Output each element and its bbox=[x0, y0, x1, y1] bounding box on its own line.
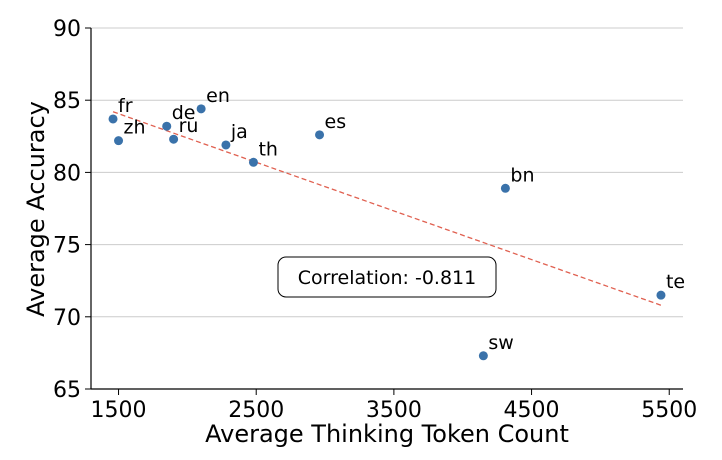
y-tick-label: 70 bbox=[53, 306, 81, 331]
annotation-box bbox=[277, 256, 497, 298]
point-label-es: es bbox=[325, 111, 347, 133]
annotation-text: Correlation: -0.811 bbox=[298, 267, 476, 289]
point-label-de: de bbox=[172, 102, 196, 124]
x-tick-label: 5500 bbox=[641, 398, 697, 423]
data-point-ru bbox=[169, 134, 179, 144]
data-point-ja bbox=[221, 140, 231, 150]
y-tick-label: 80 bbox=[53, 161, 81, 186]
point-label-te: te bbox=[666, 271, 685, 293]
data-point-fr bbox=[108, 114, 118, 124]
point-label-zh: zh bbox=[124, 117, 146, 139]
y-tick-label: 85 bbox=[53, 89, 81, 114]
x-tick-label: 1500 bbox=[91, 398, 147, 423]
data-points bbox=[108, 104, 666, 361]
x-tick-label: 2500 bbox=[228, 398, 284, 423]
x-axis-title: Average Thinking Token Count bbox=[205, 420, 569, 448]
point-label-sw: sw bbox=[488, 332, 513, 354]
data-point-th bbox=[248, 157, 258, 167]
x-tick-label: 3500 bbox=[366, 398, 422, 423]
point-label-bn: bn bbox=[510, 164, 534, 186]
point-label-fr: fr bbox=[118, 95, 133, 117]
data-point-te bbox=[656, 290, 666, 300]
point-label-th: th bbox=[258, 138, 278, 160]
correlation-annotation: Correlation: -0.811 bbox=[277, 256, 497, 298]
y-axis-title: Average Accuracy bbox=[22, 101, 50, 317]
data-point-de bbox=[162, 121, 172, 131]
tick-labels: 65 70 75 80 85 90 1500 2500 3500 4500 5500 bbox=[53, 17, 697, 423]
data-point-zh bbox=[114, 136, 124, 146]
y-tick-label: 65 bbox=[53, 378, 81, 403]
point-label-ru: ru bbox=[179, 115, 199, 137]
axes bbox=[90, 28, 683, 390]
point-label-en: en bbox=[206, 85, 230, 107]
data-point-sw bbox=[478, 351, 488, 361]
trendline bbox=[112, 111, 662, 306]
y-tick-label: 90 bbox=[53, 17, 81, 42]
data-point-es bbox=[315, 130, 325, 140]
y-tick-label: 75 bbox=[53, 234, 81, 259]
point-label-ja: ja bbox=[230, 121, 248, 143]
grid-lines bbox=[91, 27, 683, 318]
data-point-bn bbox=[500, 183, 510, 193]
data-point-en bbox=[196, 104, 206, 114]
x-tick-label: 4500 bbox=[504, 398, 560, 423]
